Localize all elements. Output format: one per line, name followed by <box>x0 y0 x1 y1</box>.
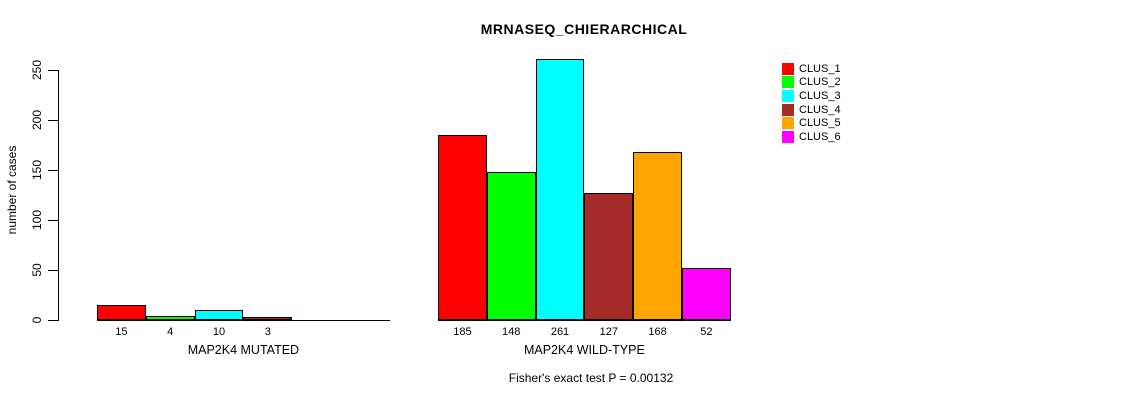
bar-CLUS_2 <box>145 316 195 320</box>
bar-value-label: 15 <box>115 326 128 338</box>
legend-label: CLUS_3 <box>799 89 841 102</box>
bar-value-label: 168 <box>648 326 667 338</box>
legend-row: CLUS_3 <box>782 89 841 103</box>
legend-row: CLUS_5 <box>782 116 841 130</box>
bar-value-label: 4 <box>167 326 174 338</box>
legend: CLUS_1 CLUS_2 CLUS_3 CLUS_4 CLUS_5 CLUS_6 <box>782 62 841 144</box>
legend-row: CLUS_6 <box>782 130 841 144</box>
legend-label: CLUS_5 <box>799 117 841 130</box>
bar-value-label: 52 <box>700 326 713 338</box>
y-tick <box>48 170 58 171</box>
bar-value-label: 127 <box>599 326 618 338</box>
bar-CLUS_3 <box>194 310 244 320</box>
y-tick-label: 100 <box>30 209 44 231</box>
fisher-test-annotation: Fisher's exact test P = 0.00132 <box>508 371 674 385</box>
group-baseline <box>97 320 390 321</box>
y-tick-label: 150 <box>30 159 44 181</box>
x-axis-group-label: MAP2K4 MUTATED <box>187 343 300 357</box>
legend-row: CLUS_4 <box>782 103 841 117</box>
legend-swatch-CLUS_5 <box>782 117 794 130</box>
y-axis-title: number of cases <box>5 145 19 235</box>
y-axis-line <box>58 70 59 321</box>
y-tick <box>48 70 58 71</box>
bar-value-label: 185 <box>453 326 472 338</box>
legend-swatch-CLUS_4 <box>782 103 794 116</box>
y-tick-label: 0 <box>30 316 44 324</box>
bar-CLUS_4 <box>584 193 634 320</box>
legend-swatch-CLUS_6 <box>782 130 794 143</box>
bar-CLUS_3 <box>535 59 585 320</box>
y-tick <box>48 220 58 221</box>
bar-CLUS_2 <box>486 172 536 320</box>
legend-swatch-CLUS_3 <box>782 89 794 102</box>
legend-row: CLUS_2 <box>782 76 841 90</box>
bar-value-label: 3 <box>264 326 271 338</box>
legend-label: CLUS_1 <box>799 62 841 75</box>
bar-CLUS_4 <box>243 317 293 320</box>
legend-label: CLUS_6 <box>799 130 841 143</box>
bar-value-label: 148 <box>502 326 521 338</box>
bar-CLUS_1 <box>438 135 487 320</box>
legend-swatch-CLUS_1 <box>782 62 794 75</box>
y-tick-label: 200 <box>30 109 44 131</box>
legend-label: CLUS_2 <box>799 76 841 89</box>
legend-label: CLUS_4 <box>799 103 841 116</box>
y-tick-label: 50 <box>30 263 44 277</box>
group-baseline <box>438 320 731 321</box>
y-tick <box>48 320 58 321</box>
y-tick <box>48 270 58 271</box>
bar-CLUS_6 <box>682 268 731 320</box>
legend-swatch-CLUS_2 <box>782 76 794 89</box>
bar-CLUS_5 <box>633 152 682 320</box>
y-tick <box>48 120 58 121</box>
bar-CLUS_1 <box>97 305 146 320</box>
legend-row: CLUS_1 <box>782 62 841 76</box>
bar-value-label: 10 <box>212 326 226 338</box>
bar-value-label: 261 <box>550 326 570 338</box>
y-tick-label: 250 <box>30 59 44 81</box>
chart-title: MRNASEQ_CHIERARCHICAL <box>480 21 688 37</box>
x-axis-group-label: MAP2K4 WILD-TYPE <box>523 343 645 357</box>
